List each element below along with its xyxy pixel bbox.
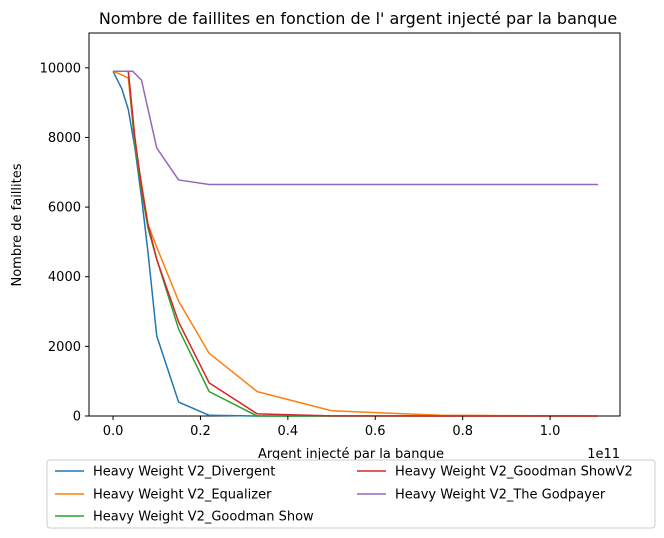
legend-box [46, 459, 656, 529]
y-tick-label: 10000 [40, 61, 81, 76]
series-line-3 [113, 70, 599, 417]
x-tick-label: 0.8 [452, 424, 473, 439]
x-axis-offset-label: 1e11 [587, 447, 620, 462]
legend-label-2: Heavy Weight V2_Equalizer [93, 488, 272, 503]
plot-area [88, 32, 621, 417]
x-tick-label: 1.0 [540, 424, 561, 439]
y-tick-label: 2000 [48, 340, 81, 355]
y-tick-label: 8000 [48, 131, 81, 146]
legend: Heavy Weight V2_Divergent Heavy Weight V2… [55, 465, 633, 525]
y-axis: 0 2000 4000 6000 8000 10000 [40, 61, 89, 425]
x-tick-label: 0.0 [103, 424, 124, 439]
x-axis: 0.0 0.2 0.4 0.6 0.8 1.0 [103, 416, 561, 439]
legend-label-1: Heavy Weight V2_Divergent [93, 465, 275, 480]
series-layer [112, 70, 599, 417]
series-line-5 [113, 70, 599, 186]
y-tick-label: 6000 [48, 201, 81, 216]
legend-label-3: Heavy Weight V2_Goodman Show [93, 510, 314, 525]
series-line-2 [112, 70, 599, 417]
y-tick-label: 4000 [48, 270, 81, 285]
legend-label-5: Heavy Weight V2_The Godpayer [395, 488, 606, 503]
series-line-4 [113, 70, 599, 417]
x-tick-label: 0.2 [190, 424, 211, 439]
y-axis-label: Nombre de faillites [10, 163, 25, 286]
legend-label-4: Heavy Weight V2_Goodman ShowV2 [395, 465, 633, 480]
y-tick-label: 0 [73, 410, 81, 425]
chart-title: Nombre de faillites en fonction de l' ar… [99, 9, 617, 28]
series-line-1 [112, 70, 599, 417]
x-axis-label: Argent injecté par la banque [258, 447, 444, 462]
x-tick-label: 0.6 [365, 424, 386, 439]
x-tick-label: 0.4 [278, 424, 299, 439]
